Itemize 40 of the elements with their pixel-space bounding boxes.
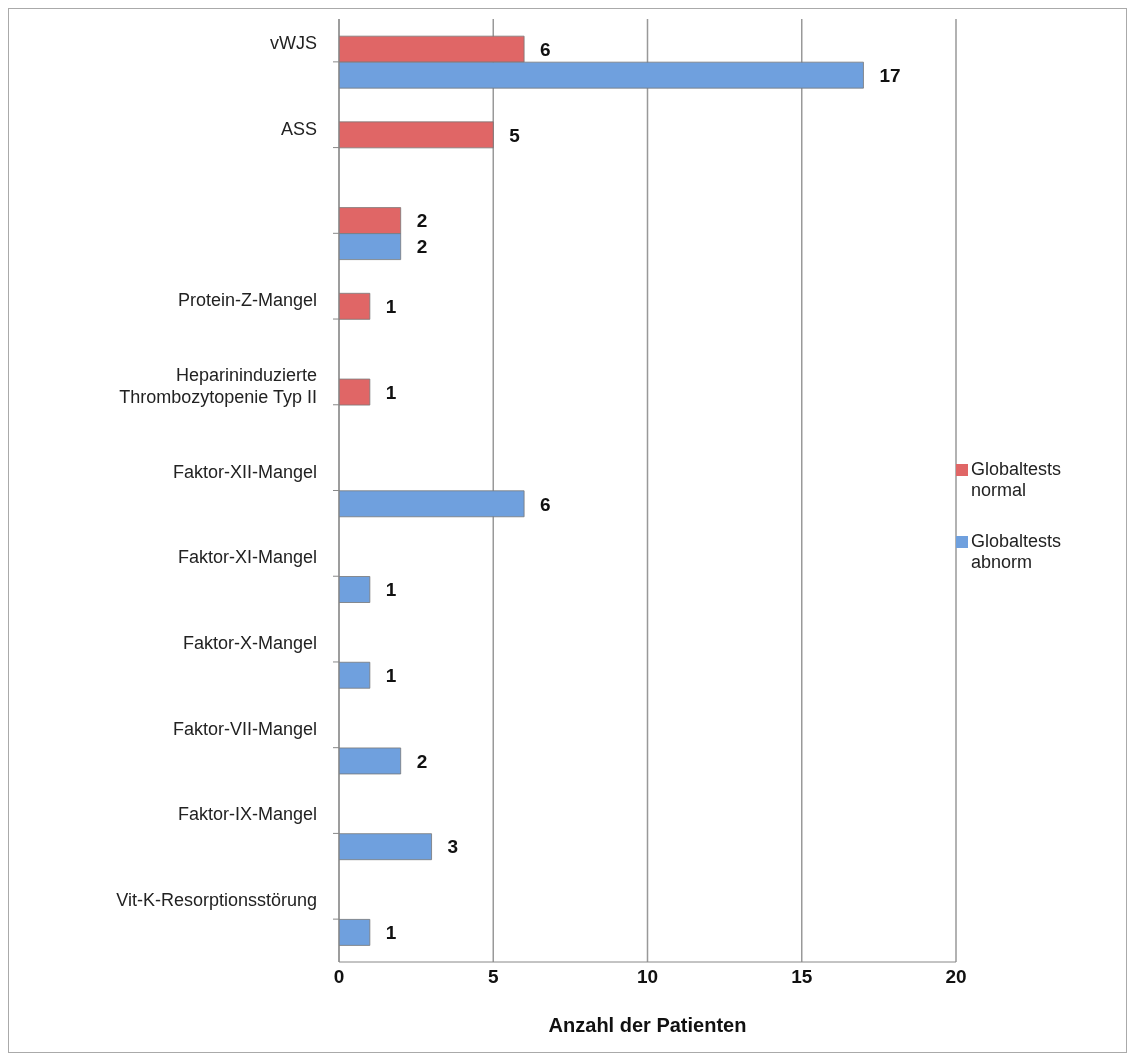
y-tick-label: Faktor-VII-Mangel [172, 718, 317, 739]
data-label: 2 [416, 236, 428, 258]
legend-label: Globaltests abnorm [971, 530, 1063, 573]
y-tick-label: ASS [280, 118, 317, 139]
data-label: 1 [385, 664, 397, 686]
y-tick-label: vWJS [270, 32, 317, 53]
data-label: 1 [385, 922, 397, 944]
data-label: 1 [385, 579, 397, 601]
data-label: 2 [416, 210, 428, 232]
x-axis-title: Anzahl der Patienten [548, 1014, 747, 1036]
data-label: 2 [416, 750, 428, 772]
data-label: 5 [509, 124, 521, 146]
y-tick-label: Protein-Z-Mangel [177, 289, 317, 310]
bar [339, 919, 371, 946]
y-tick-label: Faktor-XII-Mangel [172, 461, 317, 482]
bar [339, 833, 432, 861]
x-tick-label: 20 [945, 966, 967, 988]
data-label: 1 [385, 381, 397, 403]
y-tick-label: Faktor-XI-Mangel [177, 546, 317, 567]
x-tick-label: 10 [636, 966, 659, 988]
bar [339, 576, 371, 603]
bar [339, 378, 371, 406]
bar [339, 661, 371, 689]
x-tick-label: 0 [333, 966, 345, 988]
y-tick-label: Heparininduzierte Thrombozytopenie Typ II [119, 364, 317, 407]
x-tick-label: 5 [487, 966, 499, 988]
bar [339, 490, 525, 518]
data-label: 6 [540, 493, 551, 515]
y-tick-label: Faktor-IX-Mangel [177, 804, 317, 825]
bar [339, 121, 494, 149]
bar [339, 292, 371, 320]
data-label: 6 [540, 38, 551, 60]
legend-label: Globaltests normal [971, 458, 1063, 501]
data-label: 1 [385, 296, 397, 318]
bar [339, 747, 402, 775]
data-label: 17 [879, 64, 901, 86]
data-label: 3 [447, 836, 459, 858]
y-tick-label: Faktor-X-Mangel [182, 632, 317, 653]
x-tick-label: 15 [791, 966, 813, 988]
y-tick-label: Vit-K-Resorptionsstörung [116, 889, 317, 910]
